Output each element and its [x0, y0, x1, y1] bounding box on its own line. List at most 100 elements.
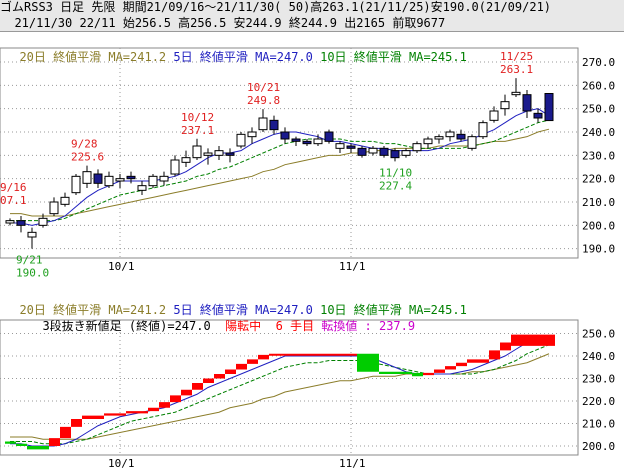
candle-body [16, 220, 26, 226]
newprice-y-tick-label: 240.0 [582, 350, 615, 363]
candle-body [60, 196, 70, 205]
annotation-date: 9/21 [16, 254, 43, 267]
new-price-reversal: 転換値 : 237.9 [321, 319, 416, 333]
new-price-brick [379, 371, 412, 374]
candle-body [478, 122, 488, 138]
newprice-y-tick-label: 230.0 [582, 373, 615, 386]
lower-ma5-line [10, 335, 550, 447]
candle-body [104, 175, 114, 187]
candle-body [500, 101, 510, 110]
candle-body [412, 143, 422, 152]
candle-y-tick-label: 200.0 [582, 219, 615, 232]
lower-ma10-line [10, 344, 550, 445]
upper-legend: 20日 終値平滑 MA=241.2 5日 終値平滑 MA=247.0 10日 終… [5, 34, 467, 65]
new-price-brick [511, 334, 555, 346]
legend-ma20-lower: 20日 終値平滑 MA=241.2 [19, 303, 167, 317]
new-price-brick [126, 411, 148, 414]
candle-body [489, 110, 499, 121]
legend-ma5: 5日 終値平滑 MA=247.0 [173, 50, 313, 64]
candle-body [181, 157, 191, 163]
new-price-brick [159, 402, 170, 408]
newprice-x-tick-label: 10/1 [108, 457, 135, 470]
candle-body [522, 94, 532, 112]
ma5-line [10, 108, 550, 226]
new-price-brick [82, 415, 104, 419]
new-price-brick [225, 369, 236, 374]
candle-y-tick-label: 230.0 [582, 149, 615, 162]
annotation-value: 190.0 [16, 267, 49, 280]
new-price-brick [500, 342, 511, 351]
candle-y-tick-label: 210.0 [582, 196, 615, 209]
ohlc-summary: 21/11/30 22/11 始256.5 高256.5 安244.9 終244… [0, 16, 446, 30]
legend-ma10: 10日 終値平滑 MA=245.1 [320, 50, 467, 64]
candle-y-tick-label: 250.0 [582, 103, 615, 116]
candle-frame [0, 47, 579, 259]
annotation-value: 263.1 [500, 63, 533, 76]
candle-body [445, 131, 455, 138]
new-price-brick [357, 353, 379, 372]
new-price-kind: 3段抜き新値足 (終値)=247.0 [42, 319, 211, 333]
candle-y-tick-label: 270.0 [582, 56, 615, 69]
candle-y-tick-label: 190.0 [582, 243, 615, 256]
new-price-info: 3段抜き新値足 (終値)=247.0 陽転中 6 手目 転換値 : 237.9 [28, 303, 415, 334]
new-price-brick [5, 441, 16, 444]
candle-y-tick-label: 260.0 [582, 79, 615, 92]
candle-body [137, 185, 147, 191]
new-price-brick [60, 426, 71, 439]
candle-y-tick-label: 220.0 [582, 173, 615, 186]
new-price-brick [412, 372, 423, 377]
newprice-y-tick-label: 250.0 [582, 328, 615, 341]
newprice-y-tick-label: 220.0 [582, 395, 615, 408]
legend-ma20: 20日 終値平滑 MA=241.2 [19, 50, 167, 64]
annotation-value: 07.1 [0, 194, 27, 207]
new-price-brick [170, 395, 181, 403]
new-price-brick [467, 359, 489, 363]
candle-body [511, 91, 521, 96]
candle-body [357, 147, 367, 156]
candle-body [126, 175, 136, 180]
candle-body [324, 131, 334, 142]
candle-body [236, 133, 246, 147]
candle-body [258, 117, 268, 131]
newprice-y-tick-label: 210.0 [582, 418, 615, 431]
new-price-brick [181, 389, 192, 396]
annotation-date: 10/21 [247, 81, 280, 94]
annotation-date: 9/16 [0, 181, 27, 194]
candle-body [291, 138, 301, 142]
chart-title-bar: ゴムRSS3 日足 先限 期間21/09/16～21/11/30( 50)高26… [0, 0, 624, 17]
candle-body [5, 220, 15, 224]
new-price-brick [247, 359, 258, 364]
new-price-brick [445, 366, 456, 370]
new-price-brick [148, 407, 159, 412]
new-price-state: 陽転中 [225, 319, 262, 333]
candle-y-tick-label: 240.0 [582, 126, 615, 139]
candle-x-tick-label: 10/1 [108, 260, 135, 273]
candle-body [456, 133, 466, 140]
annotation-value: 227.4 [379, 179, 412, 192]
candle-body [192, 145, 202, 159]
annotation-date: 9/28 [71, 138, 98, 151]
candle-body [368, 147, 378, 154]
legend-ma10-lower: 10日 終値平滑 MA=245.1 [320, 303, 467, 317]
new-price-brick [269, 353, 357, 356]
ma10-line [10, 119, 550, 222]
lower-legend: 20日 終値平滑 MA=241.2 5日 終値平滑 MA=247.0 10日 終… [5, 287, 467, 318]
candle-body [71, 175, 81, 194]
newprice-frame [0, 319, 579, 456]
new-price-brick [489, 350, 500, 360]
new-price-brick [71, 419, 82, 427]
candle-body [544, 93, 554, 122]
candle-body [170, 159, 180, 175]
new-price-brick [214, 374, 225, 379]
candle-body [390, 150, 400, 159]
candle-body [115, 178, 125, 182]
new-price-brick [456, 362, 467, 367]
candle-body [533, 112, 543, 119]
chart-title: ゴムRSS3 日足 先限 期間21/09/16～21/11/30( 50)高26… [0, 0, 552, 14]
new-price-brick [49, 438, 60, 446]
candle-body [225, 152, 235, 156]
candle-body [434, 136, 444, 140]
candle-body [423, 138, 433, 145]
candle-body [379, 147, 389, 156]
